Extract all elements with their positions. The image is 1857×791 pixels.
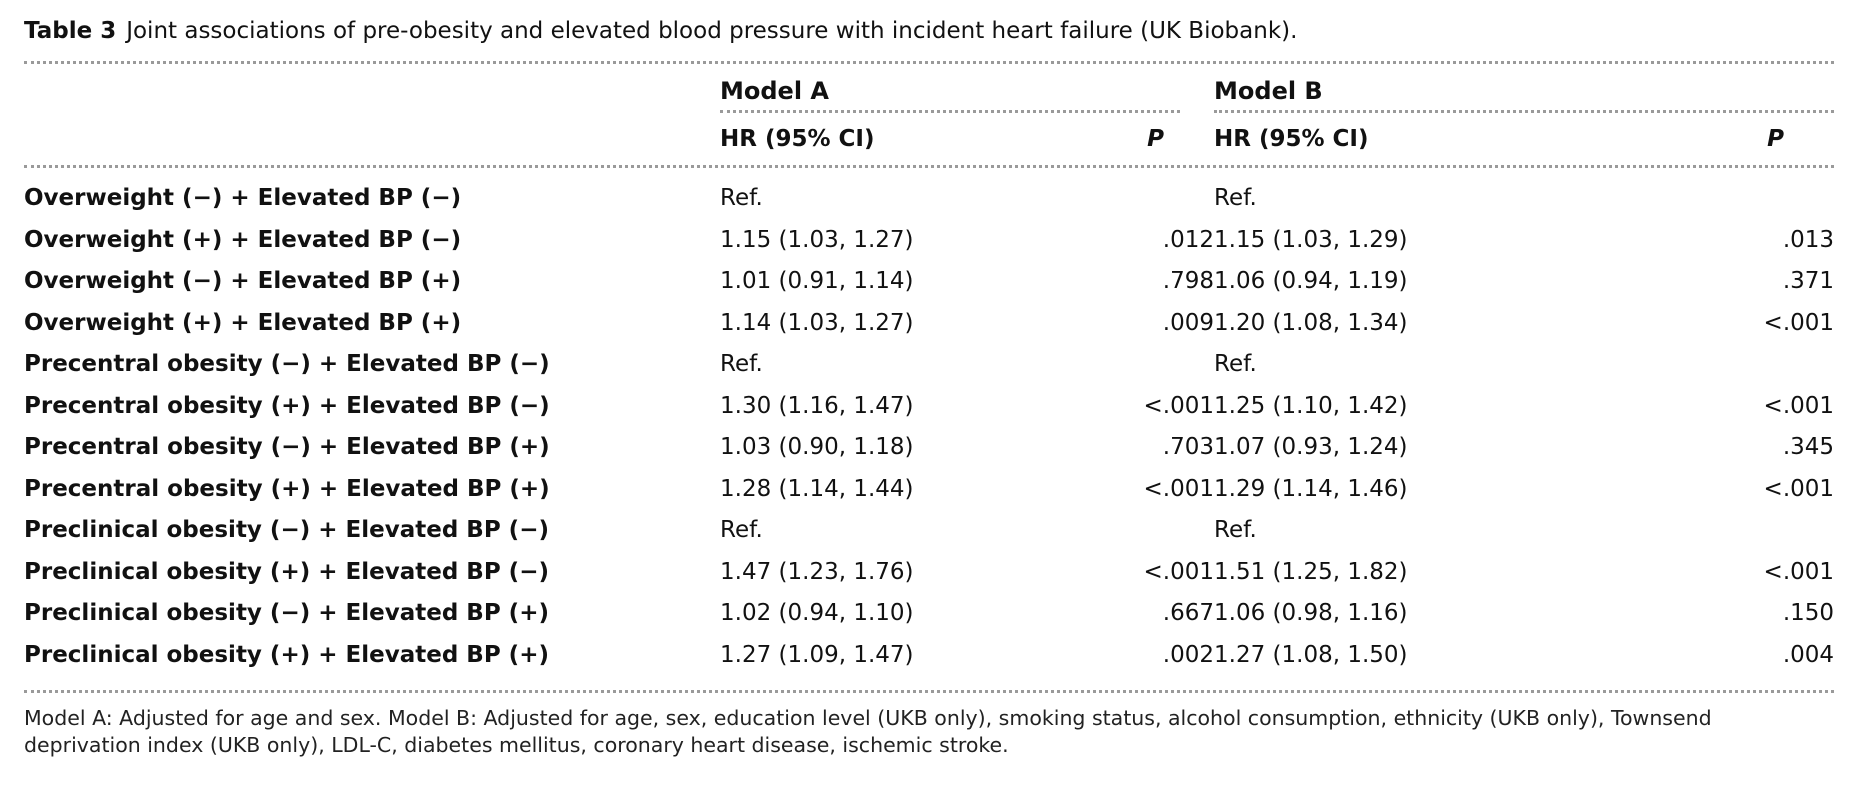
table-row: Preclinical obesity (−) + Elevated BP (−… (24, 510, 1834, 552)
row-label: Preclinical obesity (−) + Elevated BP (+… (24, 600, 549, 626)
p-a-cell: <.001 (1143, 558, 1215, 585)
header-spacer (24, 64, 720, 110)
header-rule (24, 165, 1835, 168)
hr-b-cell: 1.25 (1.10, 1.42) (1214, 392, 1408, 419)
p-b-cell: <.001 (1763, 392, 1835, 419)
hr-b-cell: 1.15 (1.03, 1.29) (1214, 226, 1408, 253)
row-label: Precentral obesity (+) + Elevated BP (−) (24, 392, 550, 419)
row-label: Preclinical obesity (−) + Elevated BP (−… (24, 517, 549, 543)
table-row: Overweight (−) + Elevated BP (+) 1.01 (0… (24, 261, 1834, 303)
hr-a-cell: 1.27 (1.09, 1.47) (720, 641, 914, 668)
table-row: Precentral obesity (−) + Elevated BP (+)… (24, 427, 1834, 469)
model-b-header: Model B (1214, 64, 1834, 110)
bottom-rule (24, 690, 1834, 693)
hr-b-cell: 1.27 (1.08, 1.50) (1214, 641, 1408, 668)
p-a-header: P (1000, 113, 1214, 165)
model-a-header: Model A (720, 64, 1214, 110)
model-b-label: Model B (1214, 77, 1323, 105)
header-row-label (24, 113, 720, 165)
hr-a-cell: 1.15 (1.03, 1.27) (720, 226, 914, 253)
caption-label: Table 3 (24, 18, 117, 44)
table-figure: Table 3 Joint associations of pre-obesity… (24, 16, 1835, 759)
hr-b-cell: Ref. (1214, 351, 1257, 377)
p-a-cell: <.001 (1143, 392, 1215, 419)
hr-b-cell: 1.06 (0.98, 1.16) (1214, 600, 1408, 626)
hr-a-header: HR (95% CI) (720, 126, 875, 152)
table-row: Preclinical obesity (+) + Elevated BP (+… (24, 635, 1834, 677)
hr-a-cell: Ref. (720, 351, 763, 377)
model-b-rule (1214, 110, 1835, 113)
p-b-label: P (1767, 126, 1785, 152)
p-a-cell: .703 (1162, 434, 1215, 460)
table-row: Preclinical obesity (−) + Elevated BP (+… (24, 593, 1834, 635)
row-label: Overweight (+) + Elevated BP (−) (24, 226, 462, 253)
p-a-cell (1000, 510, 1214, 552)
row-label: Precentral obesity (−) + Elevated BP (+) (24, 434, 550, 460)
hr-b-cell: 1.07 (0.93, 1.24) (1214, 434, 1408, 460)
model-a-label: Model A (720, 77, 829, 105)
p-a-cell (1000, 178, 1214, 220)
p-a-cell: .012 (1162, 226, 1215, 253)
table-row: Precentral obesity (−) + Elevated BP (−)… (24, 344, 1834, 386)
row-label: Overweight (−) + Elevated BP (+) (24, 268, 462, 294)
p-b-cell: .004 (1782, 641, 1835, 668)
p-b-header: P (1494, 113, 1834, 165)
results-table: Model A Model B HR (95% CI) P HR (95% CI… (24, 64, 1835, 676)
p-a-cell: .009 (1162, 309, 1215, 336)
p-b-cell (1494, 510, 1834, 552)
row-label: Overweight (−) + Elevated BP (−) (24, 185, 462, 211)
table-caption: Table 3 Joint associations of pre-obesity… (24, 16, 1834, 46)
hr-a-cell: Ref. (720, 517, 763, 543)
hr-a-cell: 1.03 (0.90, 1.18) (720, 434, 914, 460)
table-row: Overweight (−) + Elevated BP (−) Ref. Re… (24, 178, 1834, 220)
table-body: Overweight (−) + Elevated BP (−) Ref. Re… (24, 178, 1834, 676)
hr-a-cell: 1.14 (1.03, 1.27) (720, 309, 914, 336)
table-row: Overweight (+) + Elevated BP (−) 1.15 (1… (24, 220, 1834, 262)
p-b-cell: <.001 (1763, 309, 1835, 336)
table-row: Overweight (+) + Elevated BP (+) 1.14 (1… (24, 303, 1834, 345)
p-b-cell: .345 (1782, 434, 1835, 460)
p-a-cell: .667 (1162, 600, 1215, 626)
table-header: Model A Model B HR (95% CI) P HR (95% CI… (24, 64, 1835, 178)
p-a-cell: .002 (1162, 641, 1215, 668)
p-b-cell: .013 (1782, 226, 1835, 253)
p-b-cell: .150 (1782, 600, 1835, 626)
hr-b-cell: 1.06 (0.94, 1.19) (1214, 268, 1408, 294)
p-b-cell (1494, 344, 1834, 386)
p-a-cell (1000, 344, 1214, 386)
caption-text: Joint associations of pre-obesity and el… (126, 18, 1298, 44)
hr-a-cell: 1.28 (1.14, 1.44) (720, 475, 914, 502)
row-label: Precentral obesity (−) + Elevated BP (−) (24, 351, 550, 377)
p-b-cell: <.001 (1763, 475, 1835, 502)
hr-b-cell: 1.29 (1.14, 1.46) (1214, 475, 1408, 502)
row-label: Overweight (+) + Elevated BP (+) (24, 309, 462, 336)
p-b-cell: <.001 (1763, 558, 1835, 585)
p-b-cell (1494, 178, 1834, 220)
p-b-cell: .371 (1782, 268, 1835, 294)
hr-a-cell: 1.01 (0.91, 1.14) (720, 268, 914, 294)
row-label: Precentral obesity (+) + Elevated BP (+) (24, 475, 550, 502)
hr-a-cell: 1.02 (0.94, 1.10) (720, 600, 914, 626)
row-label: Preclinical obesity (+) + Elevated BP (−… (24, 558, 549, 585)
hr-a-cell: Ref. (720, 185, 763, 211)
hr-b-header: HR (95% CI) (1214, 126, 1369, 152)
hr-b-cell: Ref. (1214, 517, 1257, 543)
hr-a-cell: 1.47 (1.23, 1.76) (720, 558, 914, 585)
p-a-cell: <.001 (1143, 475, 1215, 502)
model-a-rule (720, 110, 1180, 113)
hr-b-cell: 1.51 (1.25, 1.82) (1214, 558, 1408, 585)
top-rule (24, 61, 1834, 64)
p-a-label: P (1147, 126, 1165, 152)
hr-b-cell: Ref. (1214, 185, 1257, 211)
table-row: Precentral obesity (+) + Elevated BP (+)… (24, 469, 1834, 511)
hr-a-cell: 1.30 (1.16, 1.47) (720, 392, 914, 419)
p-a-cell: .798 (1162, 268, 1215, 294)
table-footnote: Model A: Adjusted for age and sex. Model… (24, 706, 1712, 757)
row-label: Preclinical obesity (+) + Elevated BP (+… (24, 641, 549, 668)
hr-b-cell: 1.20 (1.08, 1.34) (1214, 309, 1408, 336)
table-row: Preclinical obesity (+) + Elevated BP (−… (24, 552, 1834, 594)
table-row: Precentral obesity (+) + Elevated BP (−)… (24, 386, 1834, 428)
